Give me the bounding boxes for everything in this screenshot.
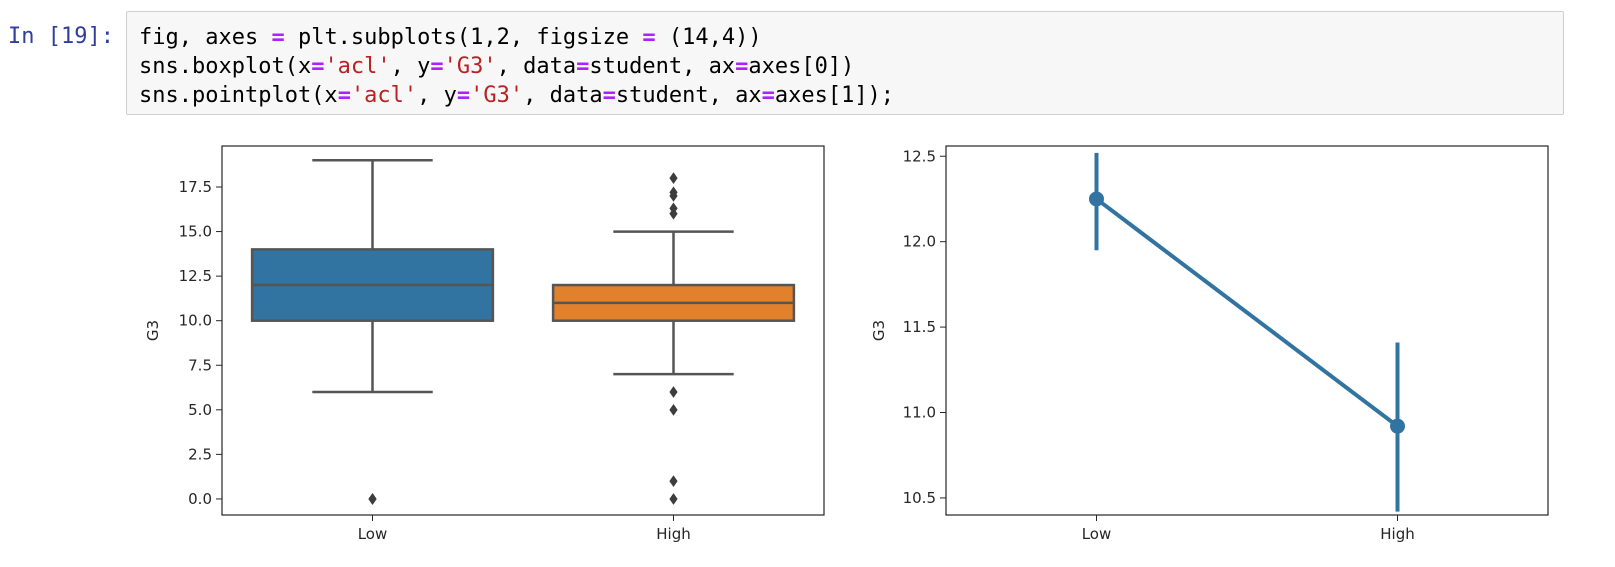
code-token: , y: [417, 83, 457, 108]
code-string: 'acl': [350, 83, 418, 108]
code-token: sns.boxplot(x: [139, 54, 312, 79]
plot-area: [946, 146, 1548, 515]
axes-frame: [221, 145, 825, 516]
axes-frame: [945, 145, 1549, 516]
y-tick-label: 12.0: [903, 233, 936, 251]
x-tick-label: High: [1380, 525, 1414, 543]
code-token: plt.subplots(: [284, 25, 471, 50]
y-tick-label: 10.5: [903, 489, 936, 507]
y-tick-label: 5.0: [188, 401, 212, 419]
outlier-point: [669, 386, 678, 398]
code-editor[interactable]: fig, axes = plt.subplots(1,2, figsize = …: [139, 23, 894, 110]
y-tick-label: 2.5: [188, 445, 212, 463]
code-string: 'G3': [443, 54, 497, 79]
code-line: fig, axes = plt.subplots(1,2, figsize = …: [139, 23, 894, 52]
code-cell-input[interactable]: fig, axes = plt.subplots(1,2, figsize = …: [126, 11, 1564, 115]
code-token: student, ax: [589, 54, 736, 79]
code-token: , y: [390, 54, 431, 79]
y-tick-label: 10.0: [179, 312, 212, 330]
code-token: 2: [496, 25, 510, 50]
outlier-point: [669, 186, 678, 199]
boxplot-axes: 0.0 2.5 5.0 7.5 10.0 12.5 15.0 17.5 Low High G3: [144, 145, 825, 543]
series-line: [1095, 197, 1399, 428]
code-token: axes[0]): [748, 54, 855, 79]
y-tick-label: 12.5: [903, 147, 936, 165]
code-token: , data: [523, 83, 603, 108]
code-operator: =: [337, 83, 351, 108]
code-token: fig, axes: [139, 25, 272, 50]
code-operator: =: [271, 25, 285, 50]
code-token: )): [735, 25, 762, 50]
code-token: ,: [483, 25, 497, 50]
code-token: (: [655, 25, 683, 50]
code-operator: =: [456, 83, 471, 108]
pointplot-axes: 10.5 11.0 11.5 12.0 12.5 Low High G3: [870, 145, 1549, 543]
y-axis-label: G3: [870, 320, 888, 341]
y-tick-label: 11.5: [903, 318, 936, 336]
x-tick-label: Low: [358, 525, 388, 543]
code-operator: =: [430, 54, 444, 79]
code-operator: =: [311, 54, 325, 79]
y-tick-label: 17.5: [179, 178, 212, 196]
code-token: 1: [470, 25, 484, 50]
code-token: , data: [496, 54, 577, 79]
outlier-point: [669, 202, 678, 215]
plot-area: [222, 146, 824, 515]
code-token: ,: [708, 25, 722, 50]
code-token: , figsize: [509, 25, 643, 50]
y-tick-label: 11.0: [903, 404, 936, 422]
code-operator: =: [735, 54, 749, 79]
code-token: sns.pointplot(x: [139, 83, 338, 108]
code-operator: =: [576, 54, 590, 79]
code-operator: =: [761, 83, 775, 108]
data-point: [1390, 418, 1405, 434]
code-string: 'G3': [470, 83, 524, 108]
outlier-point: [669, 403, 678, 416]
outlier-point: [669, 493, 678, 505]
y-tick-label: 7.5: [188, 356, 212, 374]
code-token: 4: [721, 25, 736, 50]
outlier-point: [669, 172, 678, 184]
y-tick-label: 0.0: [188, 490, 212, 508]
y-tick-label: 15.0: [179, 223, 212, 241]
y-tick-label: 12.5: [179, 267, 212, 285]
code-token: 14: [682, 25, 709, 50]
code-line: sns.pointplot(x='acl', y='G3', data=stud…: [139, 81, 894, 110]
code-operator: =: [602, 83, 616, 108]
outlier-point: [368, 493, 377, 505]
y-axis-label: G3: [144, 320, 162, 341]
outlier-point: [669, 475, 678, 488]
code-token: axes[1]);: [774, 83, 895, 108]
code-string: 'acl': [324, 54, 391, 79]
cell-prompt: In [19]:: [8, 24, 114, 49]
x-tick-label: Low: [1082, 525, 1112, 543]
code-operator: =: [642, 25, 656, 50]
code-token: student, ax: [615, 83, 762, 108]
data-point: [1089, 191, 1104, 207]
x-tick-label: High: [656, 525, 690, 543]
code-line: sns.boxplot(x='acl', y='G3', data=studen…: [139, 52, 894, 81]
